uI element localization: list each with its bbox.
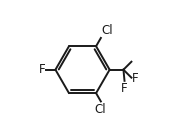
- Text: F: F: [132, 72, 139, 85]
- Text: Cl: Cl: [94, 103, 106, 116]
- Text: F: F: [121, 82, 127, 95]
- Text: F: F: [39, 63, 45, 76]
- Text: Cl: Cl: [101, 24, 113, 37]
